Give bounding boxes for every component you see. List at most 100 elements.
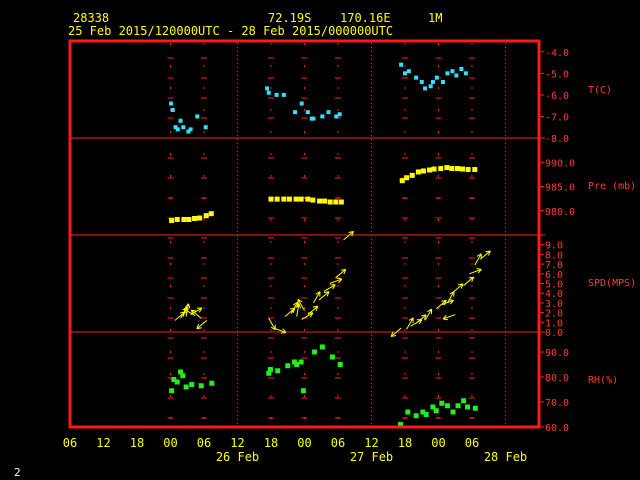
temperature-point: [445, 71, 450, 76]
pressure-point: [286, 196, 292, 202]
rh-point: [209, 380, 215, 386]
wind-arrow-head: [315, 291, 321, 295]
y-tick-label: 3.0: [545, 299, 563, 310]
wind-arrow-head: [196, 327, 202, 330]
temperature-point: [428, 84, 433, 89]
wind-arrow: [190, 309, 202, 319]
y-tick-label: 1.0: [545, 318, 563, 329]
wind-arrow-head: [476, 268, 482, 270]
wind-arrow: [307, 305, 319, 315]
wind-arrow-shaft: [452, 283, 464, 293]
wind-arrow-head: [198, 307, 203, 313]
wind-arrow-head: [351, 231, 355, 237]
rh-point: [294, 362, 300, 367]
wind-arrow: [469, 268, 482, 275]
wind-arrow-head: [471, 276, 475, 282]
x-tick-label: 00: [297, 436, 311, 450]
x-tick-label: 12: [96, 436, 110, 450]
wind-arrow: [480, 250, 491, 260]
pressure-point: [399, 178, 405, 184]
wind-arrow-head: [391, 335, 397, 337]
temperature-point: [337, 112, 342, 117]
y-tick-label: 2.0: [545, 309, 563, 320]
wind-arrow: [442, 314, 456, 321]
x-tick-label: 18: [398, 436, 412, 450]
wind-arrow-shaft: [343, 231, 354, 241]
grid-layer: [70, 43, 545, 428]
rh-point: [430, 404, 436, 410]
pressure-point: [203, 213, 209, 219]
rh-point: [171, 377, 177, 382]
latitude: 72.19S: [268, 11, 312, 25]
wind-arrow-shaft: [296, 303, 300, 317]
wind-arrow-head: [477, 269, 482, 274]
wind-arrow-shaft: [301, 312, 314, 320]
rh-point: [461, 398, 467, 404]
pressure-point: [298, 196, 304, 202]
temperature-point: [399, 62, 404, 67]
x-tick-label: 00: [163, 436, 177, 450]
temperature-point: [334, 114, 339, 119]
y-tick-label: 0.0: [545, 328, 563, 339]
wind-arrow: [415, 314, 427, 324]
y-tick-label: 980.0: [545, 207, 575, 218]
pressure-point: [427, 167, 433, 173]
temperature-point: [181, 125, 186, 130]
rh-point: [319, 344, 325, 350]
pressure-point: [186, 216, 192, 222]
wind-arrow-head: [332, 284, 336, 290]
x-tick-label: 00: [431, 436, 445, 450]
wind-arrow-shaft: [313, 291, 321, 304]
pressure-point: [415, 169, 421, 175]
rh-point: [433, 408, 439, 414]
wind-arrow-shaft: [424, 308, 433, 321]
pressure-point: [409, 172, 415, 178]
wind-arrow-head: [441, 299, 447, 302]
pressure-point: [208, 211, 214, 217]
pressure-point: [169, 217, 175, 223]
wind-arrow-head: [443, 300, 447, 306]
wind-arrow-head: [183, 308, 187, 314]
y-tick-label: 4.0: [545, 289, 563, 300]
rh-point: [198, 383, 204, 389]
temperature-point: [265, 86, 270, 91]
y-tick-label: 6.0: [545, 270, 563, 281]
wind-arrow: [474, 253, 482, 266]
rh-point: [398, 422, 404, 427]
wind-arrow-shaft: [406, 317, 414, 330]
rh-point: [312, 349, 318, 355]
pressure-point: [197, 215, 203, 221]
wind-arrow-head: [442, 314, 447, 320]
rh-point: [413, 413, 419, 419]
wind-arrow-head: [423, 314, 427, 320]
y-tick-label: 80.0: [545, 373, 569, 384]
wind-arrow-head: [315, 306, 319, 312]
wind-arrow-head: [191, 309, 197, 312]
temperature-point: [320, 114, 325, 119]
temperature-point: [419, 79, 424, 84]
pressure-point: [327, 199, 333, 205]
pressure-point: [449, 166, 455, 172]
pressure-point: [274, 196, 280, 202]
wind-arrow-head: [297, 298, 303, 303]
rh-point: [450, 409, 456, 415]
pressure-point: [293, 196, 299, 202]
wind-arrow-head: [476, 253, 482, 257]
pressure-point: [305, 196, 311, 202]
temperature-point: [440, 79, 445, 84]
wind-arrow-shaft: [273, 327, 287, 334]
wind-arrow-head: [390, 331, 394, 337]
pressure-point: [181, 216, 187, 222]
wind-arrow-head: [292, 307, 296, 313]
temperature-point: [326, 110, 331, 115]
temperature-point: [423, 86, 428, 91]
temperature-point: [169, 101, 174, 106]
wind-arrow-head: [312, 305, 318, 308]
temperature-point: [311, 116, 316, 121]
wind-arrow-shaft: [474, 253, 482, 266]
wind-arrow-head: [427, 308, 432, 313]
wind-arrow-head: [338, 278, 343, 284]
wind-arrow-shaft: [480, 250, 491, 260]
temperature-point: [274, 92, 279, 97]
